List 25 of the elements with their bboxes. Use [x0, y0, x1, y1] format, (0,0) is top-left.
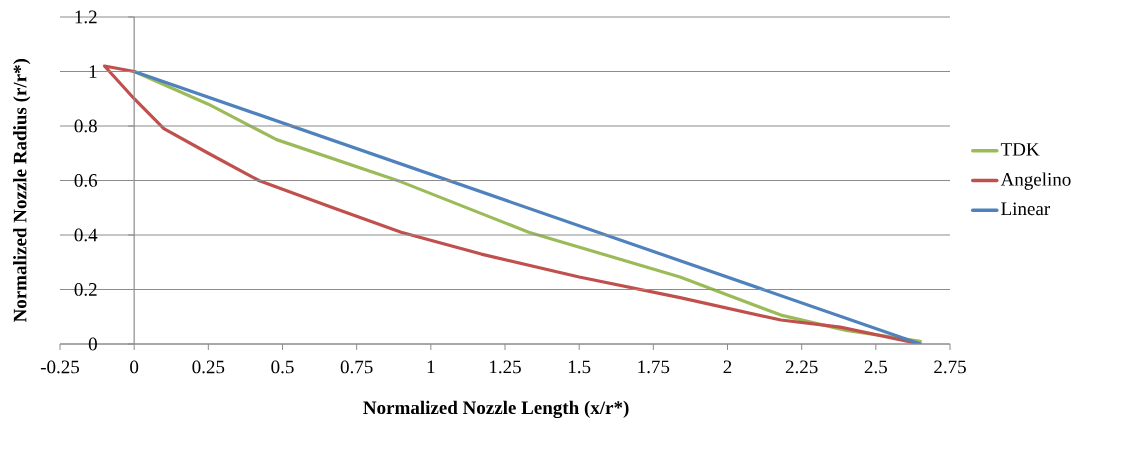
- y-tick-label: 1: [89, 65, 97, 78]
- y-tick-label: 0.4: [74, 228, 98, 242]
- x-tick-label: -0.25: [40, 360, 80, 374]
- x-tick-label: 2.5: [864, 360, 887, 374]
- legend-label: Linear: [1001, 202, 1050, 216]
- y-tick-label: 0.8: [74, 119, 97, 133]
- y-tick-label: 1.2: [75, 10, 97, 24]
- x-tick-label: 1: [427, 360, 435, 374]
- x-tick-label: 0.25: [192, 360, 225, 374]
- x-tick-label: 1.25: [490, 360, 521, 374]
- x-tick-label: 0.75: [340, 360, 373, 374]
- x-tick-label: 0.5: [271, 360, 294, 374]
- x-tick-label: 2.25: [785, 360, 818, 374]
- y-axis-title: Normalized Nozzle Radius (r/r*): [13, 58, 31, 323]
- x-tick-label: 1.5: [568, 360, 591, 374]
- legend-label: Angelino: [1000, 172, 1071, 190]
- y-tick-label: 0.2: [74, 283, 97, 296]
- x-tick-label: 2: [723, 360, 732, 374]
- y-tick-label: 0: [88, 337, 97, 351]
- x-tick-label: 0: [130, 360, 139, 374]
- x-tick-label: 2.75: [934, 360, 966, 374]
- x-axis-title: Normalized Nozzle Length (x/r*): [363, 400, 629, 419]
- x-tick-label: 1.75: [638, 360, 670, 374]
- legend-label: TDK: [1000, 143, 1040, 156]
- y-tick-label: 0.6: [74, 174, 98, 187]
